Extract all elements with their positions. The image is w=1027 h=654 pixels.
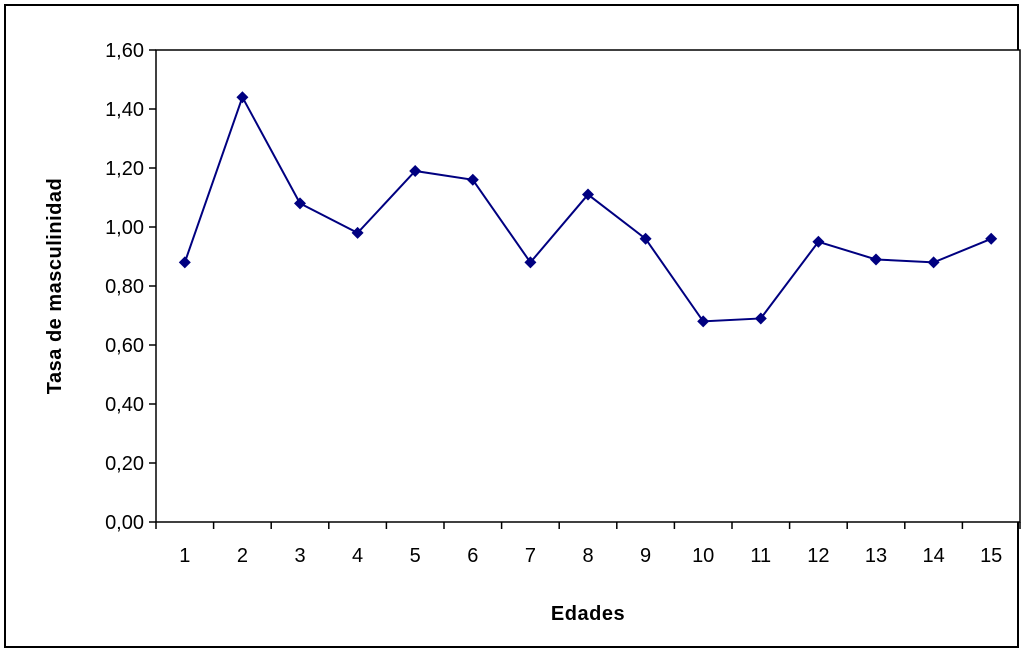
data-point xyxy=(697,315,710,328)
x-tick-label: 1 xyxy=(179,545,190,567)
series-markers xyxy=(178,91,998,328)
y-tick-label: 1,20 xyxy=(105,158,144,180)
y-tick-label: 0,00 xyxy=(105,512,144,534)
data-point xyxy=(236,91,249,104)
x-axis: 1 2 3 4 5 6 7 8 9 10 11 12 13 14 15 xyxy=(155,522,1021,567)
x-tick-label: 4 xyxy=(352,545,363,567)
y-tick-label: 0,80 xyxy=(105,276,144,298)
y-axis-title: Tasa de masculinidad xyxy=(44,178,66,394)
y-tick-label: 1,00 xyxy=(105,217,144,239)
y-tick-label: 0,20 xyxy=(105,453,144,475)
y-tick-label: 1,40 xyxy=(105,99,144,121)
data-point xyxy=(178,256,191,269)
x-tick-label: 10 xyxy=(692,545,714,567)
x-tick-label: 3 xyxy=(294,545,305,567)
data-point xyxy=(351,226,364,239)
y-tick-label: 0,60 xyxy=(105,335,144,357)
y-tick-label: 0,40 xyxy=(105,394,144,416)
data-point xyxy=(754,312,767,325)
x-tick-label: 15 xyxy=(980,545,1002,567)
x-tick-label: 14 xyxy=(922,545,944,567)
y-axis: 0,00 0,20 0,40 0,60 0,80 1,00 1,20 1,40 1,60 xyxy=(105,40,156,534)
plot-area xyxy=(155,49,1021,523)
data-point xyxy=(524,256,537,269)
data-point xyxy=(812,235,825,248)
data-point xyxy=(639,232,652,245)
x-tick-label: 11 xyxy=(750,545,771,567)
x-tick-label: 7 xyxy=(525,545,536,567)
x-tick-label: 6 xyxy=(467,545,478,567)
data-point xyxy=(466,173,479,186)
data-point xyxy=(927,256,940,269)
data-point xyxy=(409,164,422,177)
x-tick-label: 13 xyxy=(865,545,887,567)
x-tick-label: 5 xyxy=(410,545,421,567)
x-tick-label: 9 xyxy=(640,545,651,567)
x-tick-label: 2 xyxy=(237,545,248,567)
data-point xyxy=(985,232,998,245)
y-tick-label: 1,60 xyxy=(105,40,144,62)
x-tick-label: 8 xyxy=(582,545,593,567)
data-point xyxy=(294,197,306,210)
data-point xyxy=(870,253,882,266)
data-point xyxy=(582,188,594,201)
x-axis-title: Edades xyxy=(551,603,625,625)
x-tick-label: 12 xyxy=(807,545,829,567)
